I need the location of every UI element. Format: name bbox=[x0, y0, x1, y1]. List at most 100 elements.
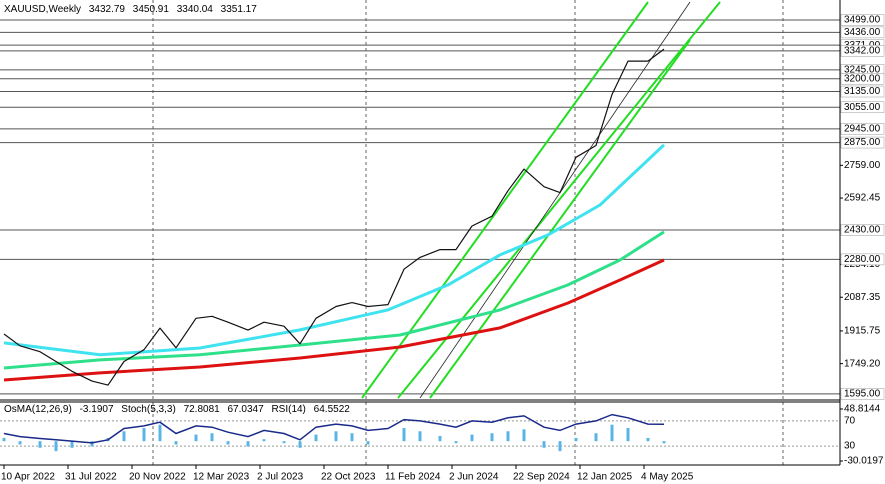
osma-bar bbox=[142, 427, 146, 442]
x-tick-label: 12 Mar 2023 bbox=[193, 472, 250, 483]
osma-bar bbox=[262, 439, 266, 442]
osma-bar bbox=[470, 434, 474, 442]
x-tick-label: 2 Jun 2024 bbox=[449, 472, 499, 483]
x-tick-label: 11 Feb 2024 bbox=[385, 472, 441, 483]
osma-bar bbox=[366, 441, 370, 445]
osma-bar bbox=[122, 431, 126, 442]
level-label: 2875.00 bbox=[844, 137, 881, 148]
level-label: 2430.00 bbox=[844, 225, 881, 236]
close: 3351.17 bbox=[220, 4, 257, 15]
channel-midline bbox=[419, 1, 691, 399]
levels bbox=[0, 19, 840, 395]
osma-bar bbox=[90, 441, 94, 447]
y-tick-label: 2592.45 bbox=[844, 193, 881, 204]
x-tick-label: 10 Apr 2022 bbox=[1, 472, 55, 483]
osma-bar bbox=[282, 441, 286, 444]
level-label: 3135.00 bbox=[844, 86, 881, 97]
channel-line bbox=[429, 39, 691, 399]
symbol: XAUUSD,Weekly bbox=[4, 4, 82, 15]
osma-bar bbox=[174, 441, 178, 445]
level-label: 3499.00 bbox=[844, 15, 881, 26]
moving-average bbox=[3, 258, 665, 382]
level-label-box bbox=[840, 45, 885, 57]
osma-bar bbox=[54, 441, 58, 452]
level-label: 2945.00 bbox=[844, 123, 881, 134]
level-label: 3245.00 bbox=[844, 65, 881, 76]
indicator-tick-label: 48.8144 bbox=[844, 404, 881, 415]
level-label: 1595.00 bbox=[844, 389, 881, 400]
y-tick-label: 1749.20 bbox=[844, 358, 881, 369]
level-label-box bbox=[840, 123, 885, 135]
osma-bar bbox=[506, 431, 510, 442]
rsi-label: RSI(14) bbox=[271, 404, 306, 415]
high: 3450.91 bbox=[132, 4, 169, 15]
level-label-box bbox=[840, 101, 885, 113]
y-tick-label: 2759.00 bbox=[844, 160, 881, 171]
osma-label: OsMA(12,26,9) bbox=[4, 404, 72, 415]
osma-bar bbox=[574, 437, 578, 442]
open: 3432.79 bbox=[88, 4, 125, 15]
x-tick-label: 20 Nov 2022 bbox=[129, 472, 186, 483]
stoch-signal: 67.0347 bbox=[227, 404, 264, 415]
moving-average bbox=[3, 143, 666, 357]
stoch-label: Stoch(5,3,3) bbox=[121, 404, 176, 415]
osma-bar bbox=[454, 441, 458, 444]
level-label: 3055.00 bbox=[844, 102, 881, 113]
osma-bar bbox=[314, 434, 318, 442]
x-tick-label: 31 Jul 2022 bbox=[65, 472, 117, 483]
osma-bar bbox=[418, 431, 422, 442]
osma-bar bbox=[522, 429, 526, 442]
chart-header: XAUUSD,Weekly 3432.79 3450.91 3340.04 33… bbox=[4, 4, 262, 15]
osma-bar bbox=[334, 431, 338, 442]
x-tick-label: 4 May 2025 bbox=[641, 472, 694, 483]
price-line bbox=[3, 48, 665, 386]
y-tick-label: 1915.75 bbox=[844, 326, 881, 337]
level-label: 3200.00 bbox=[844, 73, 881, 84]
osma-bar bbox=[210, 433, 214, 442]
osma-bar bbox=[2, 437, 6, 442]
osma-bar bbox=[298, 441, 302, 448]
osma-bar bbox=[194, 434, 198, 442]
osma-bar bbox=[38, 441, 42, 448]
low: 3340.04 bbox=[176, 4, 213, 15]
level-label-box bbox=[840, 224, 885, 236]
level-label: 2280.00 bbox=[844, 254, 881, 265]
x-tick-label: 22 Oct 2023 bbox=[321, 472, 376, 483]
osma-bar bbox=[350, 433, 354, 442]
level-label-box bbox=[840, 72, 885, 85]
indicator-tick-label: -30.0197 bbox=[844, 456, 884, 467]
osma-bar bbox=[626, 427, 630, 442]
osma-value: -3.1907 bbox=[79, 404, 114, 415]
osma-bar bbox=[610, 424, 614, 442]
x-tick-label: 12 Jan 2025 bbox=[577, 472, 632, 483]
osma-bar bbox=[226, 441, 230, 445]
indicator-level-label: 70 bbox=[844, 416, 856, 427]
indicator-level-label: 30 bbox=[844, 441, 856, 452]
osma-bar bbox=[558, 441, 562, 452]
level-label-box bbox=[840, 85, 885, 98]
level-label-box bbox=[840, 253, 885, 266]
y-tick-label: 2087.35 bbox=[844, 292, 881, 303]
osma-bar bbox=[662, 441, 666, 444]
osma-bar bbox=[402, 427, 406, 442]
moving-average bbox=[3, 230, 665, 370]
osma-bar bbox=[158, 424, 162, 442]
rsi-line bbox=[3, 413, 665, 444]
osma-bar bbox=[70, 441, 74, 448]
osma-bar bbox=[18, 441, 22, 445]
level-label: 3342.00 bbox=[844, 45, 881, 56]
x-tick-label: 22 Sep 2024 bbox=[513, 472, 570, 483]
level-label-box bbox=[840, 136, 885, 149]
level-label-box bbox=[840, 388, 885, 400]
channel-line bbox=[397, 1, 721, 399]
osma-bar bbox=[594, 433, 598, 442]
level-label-box bbox=[840, 14, 885, 26]
osma-bar bbox=[438, 435, 442, 442]
x-tick-label: 2 Jul 2023 bbox=[257, 472, 304, 483]
osma-bar bbox=[246, 441, 250, 447]
osma-bar bbox=[646, 437, 650, 442]
osma-bar bbox=[542, 441, 546, 448]
